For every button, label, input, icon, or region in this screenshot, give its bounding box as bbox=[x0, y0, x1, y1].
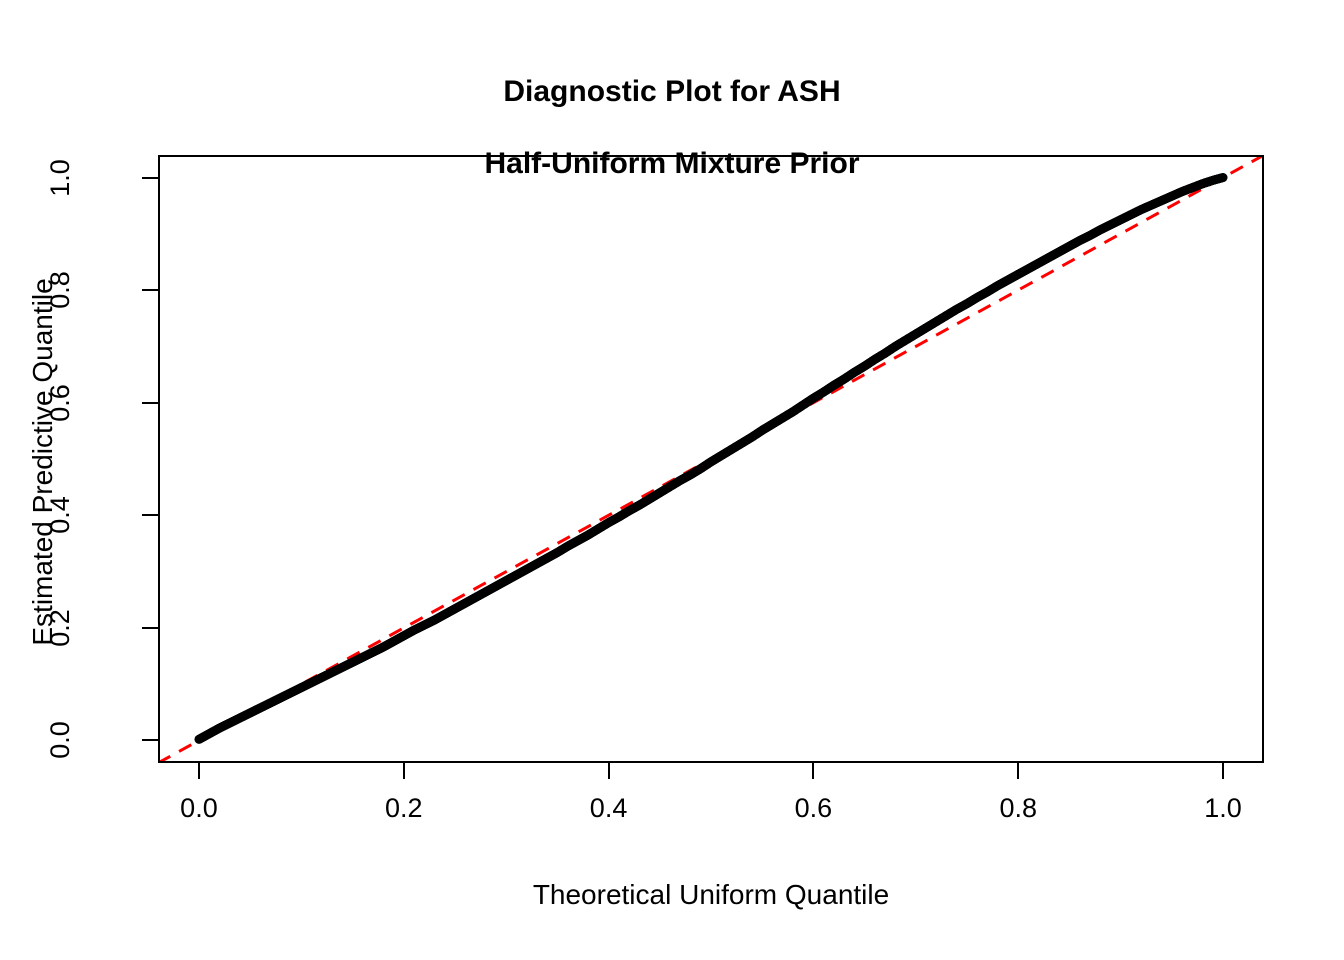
y-axis-tick bbox=[142, 739, 158, 742]
y-axis-tick bbox=[142, 176, 158, 179]
x-axis-tick bbox=[1222, 763, 1225, 779]
x-axis-tick bbox=[607, 763, 610, 779]
y-axis-tick bbox=[142, 289, 158, 292]
x-axis-tick-label: 0.4 bbox=[589, 793, 628, 823]
chart-title-line1: Diagnostic Plot for ASH bbox=[503, 75, 841, 108]
plot-frame bbox=[158, 155, 1264, 763]
x-axis-tick bbox=[402, 763, 405, 779]
x-axis-tick bbox=[197, 763, 200, 779]
y-axis-tick bbox=[142, 401, 158, 404]
y-axis-tick bbox=[142, 514, 158, 517]
x-axis-title: Theoretical Uniform Quantile bbox=[532, 879, 890, 910]
x-axis-tick-label: 0.6 bbox=[794, 793, 833, 823]
data-point-group bbox=[194, 173, 1228, 744]
x-axis-tick-label: 0.0 bbox=[180, 793, 218, 823]
chart-title-line2: Half-Uniform Mixture Prior bbox=[484, 147, 860, 180]
x-axis-tick-label: 1.0 bbox=[1204, 793, 1242, 823]
plot-canvas bbox=[158, 155, 1264, 763]
x-axis-tick bbox=[1017, 763, 1020, 779]
plot-area bbox=[158, 155, 1264, 763]
y-axis-title: Estimated Predictive Quantile bbox=[27, 278, 58, 646]
y-axis-tick bbox=[142, 626, 158, 629]
chart-title: Diagnostic Plot for ASH Half-Uniform Mix… bbox=[0, 38, 1344, 218]
x-axis-tick bbox=[812, 763, 815, 779]
x-axis-tick-label: 0.2 bbox=[384, 793, 423, 823]
x-axis-tick-label: 0.8 bbox=[999, 793, 1037, 823]
